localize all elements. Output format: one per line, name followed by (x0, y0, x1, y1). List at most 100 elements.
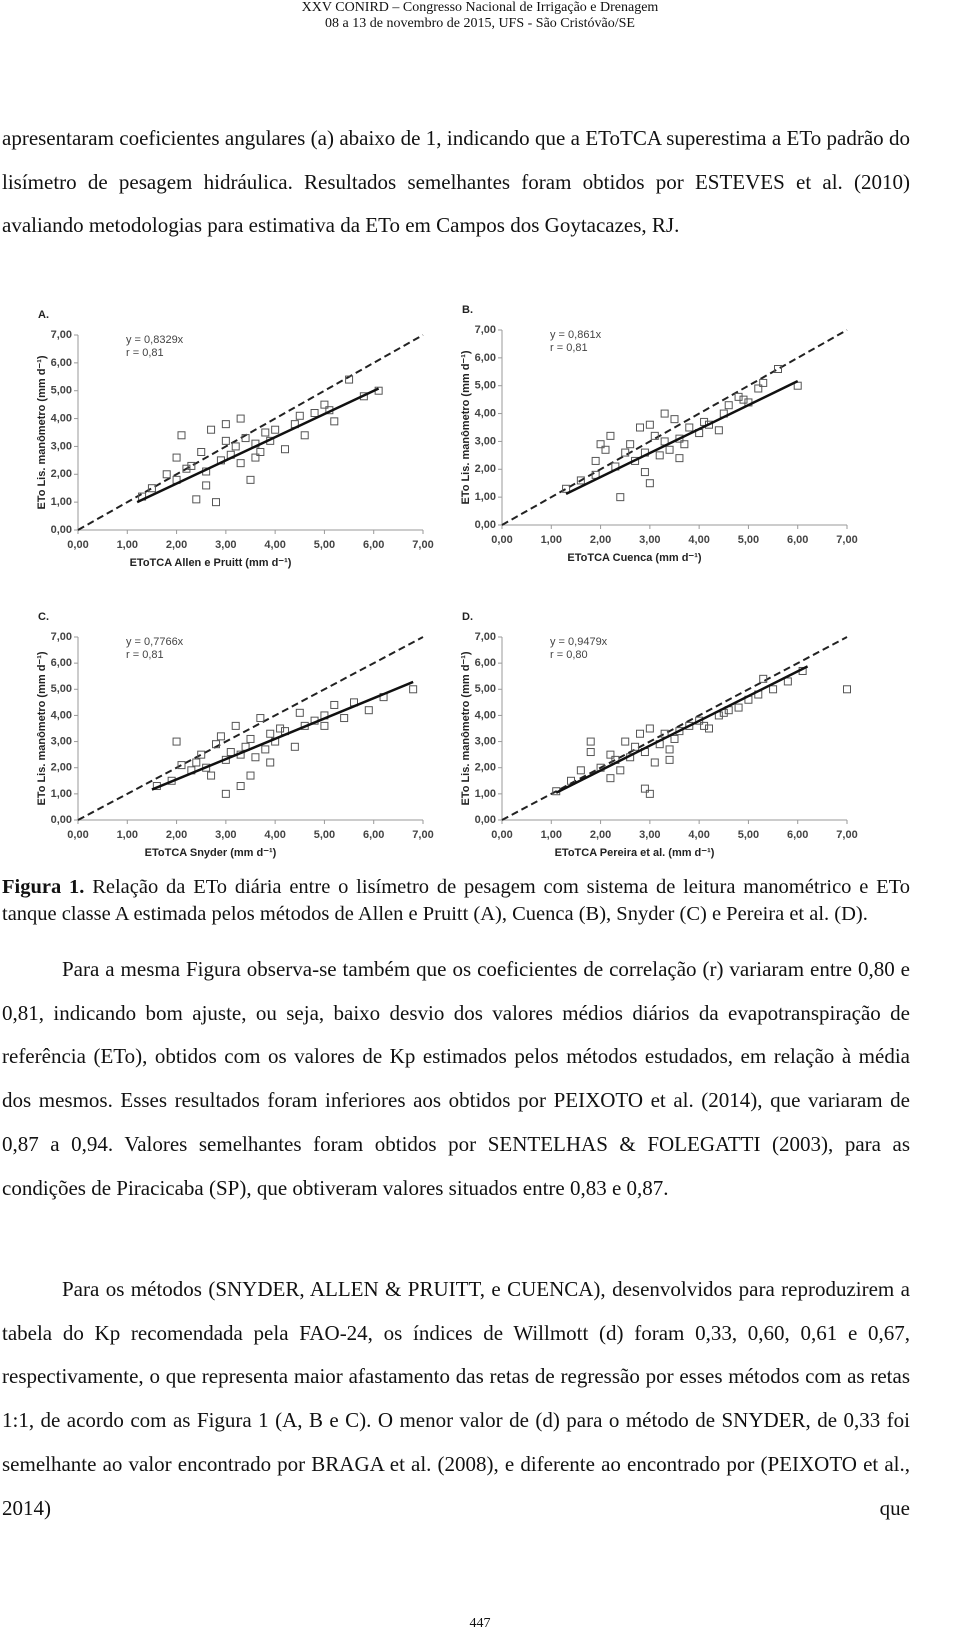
data-point (734, 392, 743, 401)
data-point (320, 721, 329, 730)
x-tick-label: 1,00 (541, 534, 562, 546)
data-point (606, 431, 615, 440)
x-axis-label: EToTCA Allen e Pruitt (mm d⁻¹) (130, 557, 292, 569)
data-point (251, 753, 260, 762)
data-point (670, 415, 679, 424)
data-point (576, 476, 585, 485)
y-tick-label: 1,00 (51, 496, 72, 508)
data-point (769, 685, 778, 694)
data-point (591, 456, 600, 465)
reference-line (501, 329, 848, 526)
page-number: 447 (469, 1616, 491, 1631)
data-point (300, 431, 309, 440)
data-point (650, 758, 659, 767)
data-point (680, 440, 689, 449)
data-point (675, 454, 684, 463)
x-tick-label: 4,00 (688, 829, 709, 841)
data-point (221, 436, 230, 445)
y-tick-label: 6,00 (475, 657, 496, 669)
data-point (162, 470, 171, 479)
x-tick-label: 5,00 (738, 829, 759, 841)
data-point (172, 737, 181, 746)
reference-line (501, 636, 848, 821)
data-point (705, 724, 713, 733)
data-point (320, 400, 329, 409)
y-tick-label: 6,00 (475, 352, 496, 364)
data-point (266, 758, 275, 767)
data-point (759, 674, 768, 683)
y-tick-label: 2,00 (51, 762, 72, 774)
data-point (340, 714, 349, 723)
x-tick-label: 4,00 (688, 534, 709, 546)
y-tick-label: 1,00 (475, 491, 496, 503)
fit-line (136, 387, 380, 504)
y-tick-label: 4,00 (475, 407, 496, 419)
data-point (192, 495, 201, 504)
y-tick-label: 7,00 (475, 324, 496, 336)
x-tick-label: 4,00 (264, 829, 285, 841)
data-point (221, 789, 230, 798)
y-tick-label: 6,00 (51, 357, 72, 369)
x-tick-label: 6,00 (787, 534, 808, 546)
y-axis-label: ETo Lis. manômetro (mm d⁻¹) (36, 651, 48, 805)
data-point (695, 716, 704, 725)
data-point (207, 425, 216, 434)
data-point (660, 409, 669, 418)
reference-line (77, 334, 424, 531)
x-tick-label: 5,00 (314, 829, 335, 841)
y-tick-label: 2,00 (475, 762, 496, 774)
caption-text: Relação da ETo diária entre o lisímetro … (2, 876, 910, 925)
data-point (774, 365, 782, 373)
x-tick-label: 3,00 (639, 534, 660, 546)
data-point (616, 766, 625, 775)
data-point (645, 724, 654, 733)
data-point (645, 420, 654, 429)
data-point (177, 761, 186, 770)
data-point (843, 685, 851, 694)
data-point (734, 703, 743, 712)
data-point (236, 782, 245, 791)
y-tick-label: 1,00 (475, 788, 496, 800)
data-point (266, 729, 275, 738)
x-tick-label: 0,00 (491, 829, 512, 841)
data-point (281, 445, 289, 454)
data-point (246, 475, 255, 484)
data-point (675, 434, 684, 443)
data-point (562, 484, 571, 493)
data-point (192, 758, 201, 767)
data-point (197, 448, 206, 456)
data-point (345, 375, 354, 384)
x-tick-label: 5,00 (738, 534, 759, 546)
x-tick-label: 0,00 (67, 539, 88, 551)
data-point (645, 789, 654, 798)
chart: D. 0,00 1,00 2,00 3,00 4,00 5,00 6,00 7,00 0,00 1,… (460, 611, 858, 859)
y-tick-label: 7,00 (475, 631, 496, 643)
header-line: XXV CONIRD – Congresso Nacional de Irrig… (301, 0, 659, 15)
x-tick-label: 4,00 (264, 539, 285, 551)
data-point (221, 420, 230, 429)
y-axis-label: ETo Lis. manômetro (mm d⁻¹) (460, 350, 472, 504)
data-point (310, 409, 319, 417)
x-tick-label: 3,00 (215, 829, 236, 841)
data-point (364, 706, 373, 715)
data-point (276, 724, 285, 733)
reference-line (77, 636, 424, 821)
y-tick-label: 0,00 (475, 519, 496, 531)
data-point (147, 484, 156, 493)
data-point (645, 479, 654, 488)
x-tick-label: 1,00 (541, 829, 562, 841)
data-point (246, 734, 255, 743)
data-point (754, 384, 763, 393)
chart: B. 0,00 1,00 2,00 3,00 4,00 5,00 6,00 7,00 0,00 1,… (460, 304, 858, 564)
data-point (330, 700, 339, 709)
y-tick-label: 3,00 (51, 440, 72, 452)
data-point (636, 423, 644, 432)
data-point (685, 423, 694, 432)
y-tick-label: 0,00 (51, 524, 72, 536)
data-point (700, 721, 709, 730)
chart: C. 0,00 1,00 2,00 3,00 4,00 5,00 6,00 7,00 0,00 1,… (36, 611, 434, 859)
y-axis-label: ETo Lis. manômetro (mm d⁻¹) (460, 651, 472, 805)
y-tick-label: 5,00 (475, 380, 496, 392)
data-point (675, 727, 684, 736)
